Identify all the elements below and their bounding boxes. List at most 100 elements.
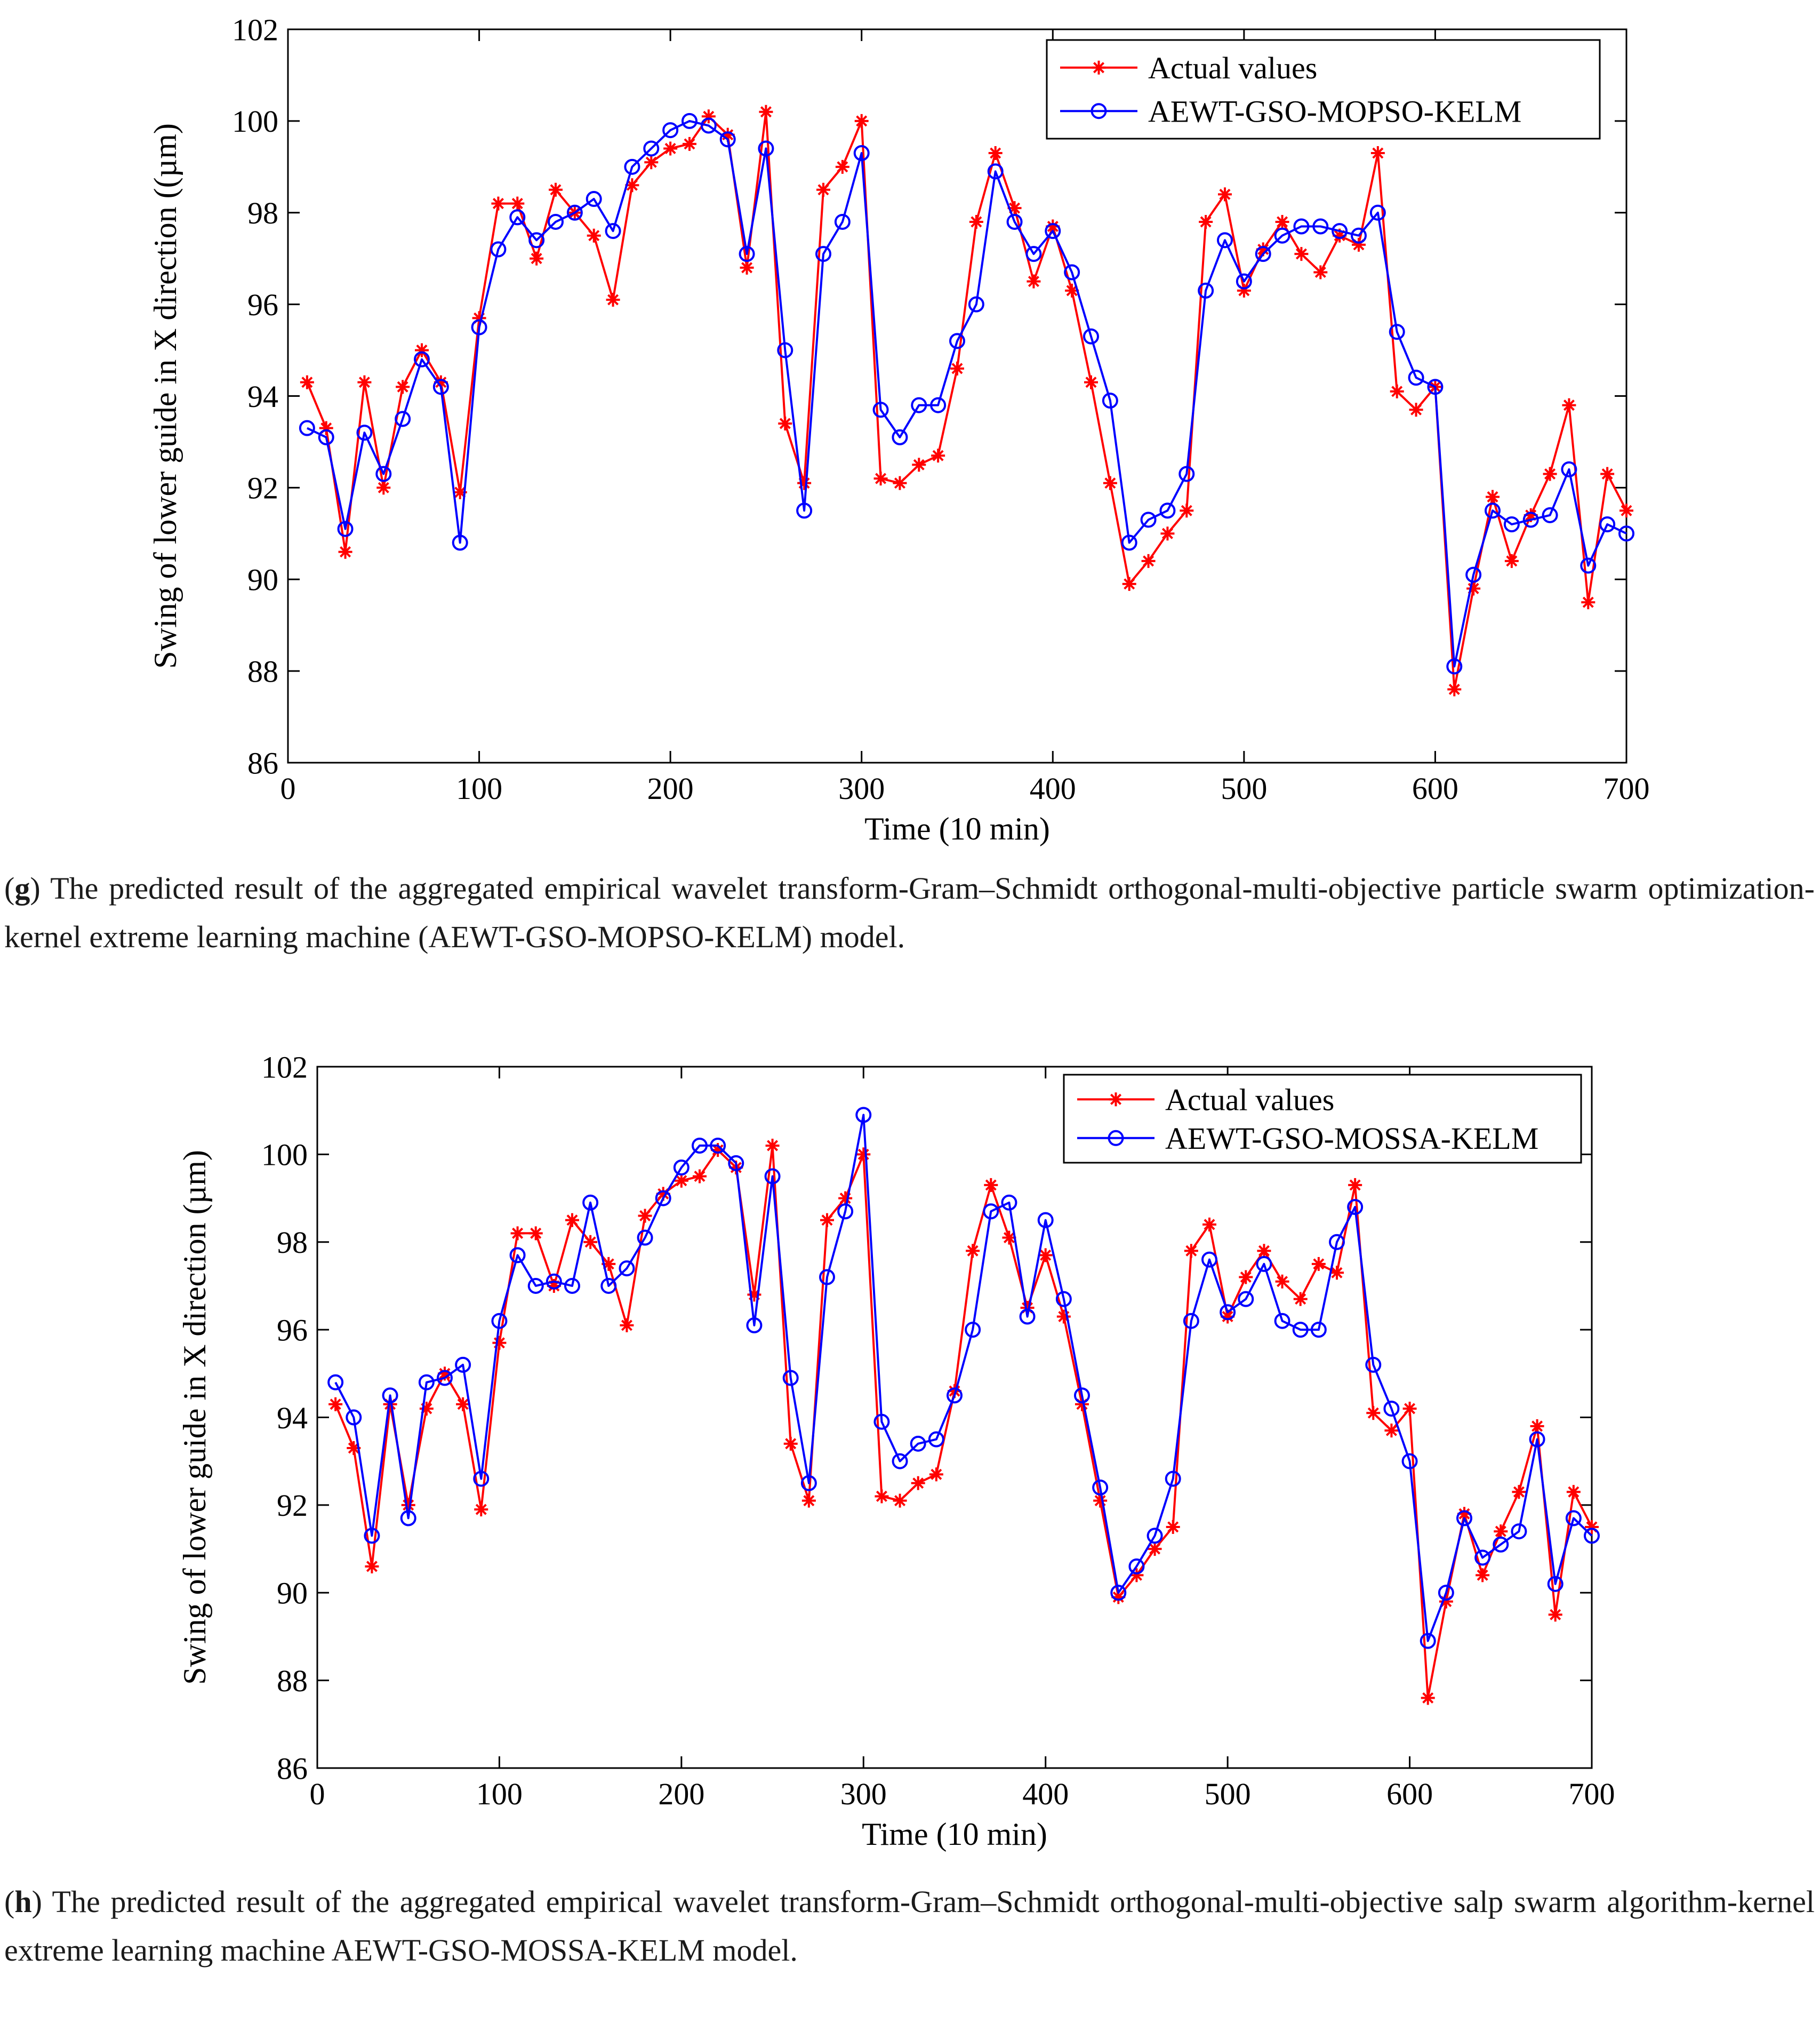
data-point (911, 397, 927, 413)
data-point (856, 1147, 871, 1162)
data-point (1585, 1520, 1599, 1534)
y-tick-label: 90 (277, 1576, 308, 1611)
data-point (299, 420, 315, 436)
data-point (1522, 511, 1539, 528)
data-point (337, 521, 354, 537)
data-point (1064, 264, 1080, 281)
data-point (1220, 1304, 1236, 1321)
data-point (1562, 398, 1576, 412)
data-point (1274, 227, 1290, 244)
data-point (1619, 503, 1633, 518)
legend-marker-2 (1091, 103, 1107, 119)
data-point (1456, 1510, 1472, 1526)
data-point (328, 1397, 343, 1411)
data-point (566, 204, 583, 221)
data-point (1046, 219, 1060, 234)
data-point (1402, 1402, 1417, 1416)
caption-g: (g) The predicted result of the aggregat… (4, 871, 1815, 954)
data-point (1542, 507, 1558, 523)
data-point (912, 458, 926, 472)
data-point (765, 1138, 780, 1153)
data-point (931, 449, 945, 463)
data-point (1511, 1523, 1527, 1540)
data-point (720, 127, 735, 142)
x-tick-label: 200 (658, 1777, 704, 1811)
data-point (1332, 223, 1348, 239)
data-point (853, 145, 870, 162)
data-point (778, 417, 792, 431)
y-tick-label: 90 (247, 563, 278, 597)
data-point (1365, 1356, 1382, 1373)
data-point (1493, 1536, 1509, 1553)
x-tick-label: 700 (1603, 771, 1650, 806)
data-point (1476, 1568, 1490, 1582)
data-point (1438, 1585, 1454, 1601)
data-point (414, 351, 430, 367)
data-point (530, 251, 544, 266)
data-point (548, 213, 564, 230)
data-point (1352, 237, 1366, 252)
chart-h: 0 100 200 300 400 500 600 700 86 88 90 92 94 96 98 100 1… (177, 1050, 1615, 1852)
data-point (1092, 1480, 1109, 1496)
data-point (1002, 1230, 1016, 1245)
data-point (586, 190, 602, 207)
data-point (376, 481, 391, 495)
caption-g-text: The predicted result of the aggregated e… (4, 871, 1815, 954)
data-point (643, 140, 660, 157)
data-point (318, 429, 334, 445)
caption-h-label: h (14, 1884, 32, 1919)
data-point (1237, 283, 1251, 298)
data-point (434, 375, 448, 389)
data-point (1389, 324, 1405, 340)
data-point (988, 146, 1003, 161)
data-point (692, 1137, 708, 1154)
x-tick-label: 100 (476, 1777, 523, 1811)
legend-marker-1 (1092, 60, 1106, 75)
data-point (300, 375, 314, 389)
data-point (415, 343, 429, 357)
data-point (1618, 525, 1634, 542)
data-point (782, 1370, 799, 1386)
data-point (854, 114, 869, 128)
data-point (875, 1489, 889, 1504)
data-point (453, 485, 467, 499)
data-point (452, 534, 468, 551)
data-point (656, 1187, 670, 1201)
data-point (837, 1203, 854, 1220)
x-tick-label: 600 (1412, 771, 1458, 806)
data-point (892, 429, 908, 445)
data-point (1584, 1528, 1600, 1544)
data-point (758, 140, 774, 157)
data-point (1140, 511, 1157, 528)
legend-marker-2 (1108, 1130, 1124, 1146)
data-point (1313, 265, 1328, 279)
data-point (728, 1155, 744, 1171)
data-point (892, 1453, 908, 1469)
data-point (1027, 274, 1041, 289)
data-point (564, 1277, 580, 1294)
data-point (455, 1356, 471, 1373)
data-point (1001, 1194, 1017, 1211)
data-point (983, 1203, 999, 1220)
data-point (1146, 1528, 1163, 1544)
data-point (1465, 566, 1482, 583)
data-point (1019, 1308, 1036, 1325)
data-point (400, 1510, 416, 1526)
legend-marker-1 (1109, 1092, 1123, 1107)
legend-label-1: Actual values (1148, 51, 1317, 85)
data-point (490, 241, 507, 258)
data-point (1129, 1568, 1144, 1582)
data-point (637, 1229, 653, 1246)
y-tick-label: 92 (277, 1488, 308, 1523)
data-point (838, 1191, 853, 1205)
data-point (1217, 232, 1233, 249)
x-tick-label: 0 (310, 1777, 325, 1811)
data-point (418, 1374, 435, 1390)
data-point (1580, 557, 1597, 574)
data-point (1366, 1406, 1381, 1420)
x-tick-label: 100 (456, 771, 502, 806)
data-point (1084, 375, 1098, 389)
data-point (969, 214, 983, 229)
data-point (582, 1194, 599, 1211)
data-point (1103, 476, 1117, 490)
